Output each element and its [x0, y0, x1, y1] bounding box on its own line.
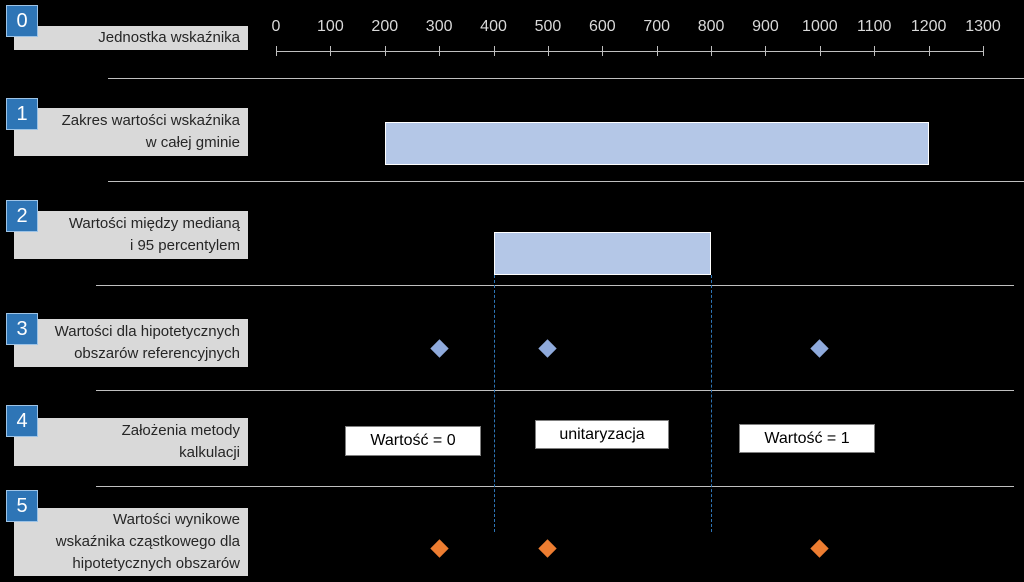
row-label-range: Zakres wartości wskaźnika w całej gminie — [14, 108, 248, 156]
axis-tick-mark — [276, 46, 277, 56]
axis-tick-label: 600 — [588, 18, 616, 35]
dashed-guide-p95 — [711, 275, 713, 532]
value-one-box: Wartość = 1 — [739, 424, 875, 453]
axis-tick-mark — [439, 46, 441, 56]
row-label-reference: Wartości dla hipotetycznych obszarów ref… — [14, 319, 248, 367]
axis-tick-mark — [547, 46, 549, 56]
row-number-0: 0 — [6, 5, 38, 37]
axis-tick-label: 0 — [271, 18, 281, 35]
result-point-marker — [810, 538, 830, 558]
row-number-3: 3 — [6, 313, 38, 345]
axis-tick-mark — [493, 46, 495, 56]
axis-tick-mark — [874, 46, 876, 56]
separator-1 — [108, 78, 1024, 79]
axis-tick-label: 300 — [425, 18, 453, 35]
result-point-marker — [429, 538, 449, 558]
axis-tick-label: 1100 — [857, 18, 892, 35]
unitarization-box: unitaryzacja — [535, 420, 669, 449]
row-number-4: 4 — [6, 405, 38, 437]
axis-tick-mark — [819, 46, 821, 56]
axis-tick-label: 800 — [697, 18, 725, 35]
axis-tick-label: 1000 — [802, 18, 838, 35]
reference-point-marker — [810, 338, 830, 358]
separator-4 — [96, 390, 1014, 391]
separator-2 — [108, 181, 1024, 182]
axis-tick-mark — [602, 46, 604, 56]
row-number-1: 1 — [6, 98, 38, 130]
axis-tick-mark — [330, 46, 332, 56]
value-zero-box: Wartość = 0 — [345, 426, 481, 456]
separator-3 — [96, 285, 1014, 286]
axis-tick-label: 500 — [534, 18, 562, 35]
axis-tick-mark — [765, 46, 767, 56]
row-number-5: 5 — [6, 490, 38, 522]
axis-tick-label: 1300 — [965, 18, 1001, 35]
axis-tick-mark — [983, 46, 984, 56]
row-label-method: Założenia metody kalkulacji — [14, 418, 248, 466]
row-number-2: 2 — [6, 200, 38, 232]
axis-tick-label: 100 — [317, 18, 344, 35]
axis-line — [276, 51, 983, 52]
result-point-marker — [538, 538, 558, 558]
median-p95-bar — [493, 232, 712, 275]
row-label-median: Wartości między medianą i 95 percentylem — [14, 211, 248, 259]
axis-tick-label: 400 — [480, 18, 507, 35]
axis-tick-mark — [384, 46, 386, 56]
axis-tick-mark — [656, 46, 658, 56]
axis-tick-label: 700 — [643, 18, 671, 35]
row-label-unit: Jednostka wskaźnika — [14, 26, 248, 50]
separator-5 — [96, 486, 1014, 487]
full-range-bar — [384, 122, 929, 165]
axis-tick-mark — [928, 46, 930, 56]
dashed-guide-median — [493, 275, 495, 532]
reference-point-marker — [429, 338, 449, 358]
axis-tick-label: 900 — [752, 18, 779, 35]
axis-tick-mark — [711, 46, 713, 56]
row-label-result: Wartości wynikowe wskaźnika cząstkowego … — [14, 508, 248, 576]
axis-tick-label: 200 — [371, 18, 399, 35]
reference-point-marker — [538, 338, 558, 358]
axis-tick-label: 1200 — [910, 18, 947, 35]
